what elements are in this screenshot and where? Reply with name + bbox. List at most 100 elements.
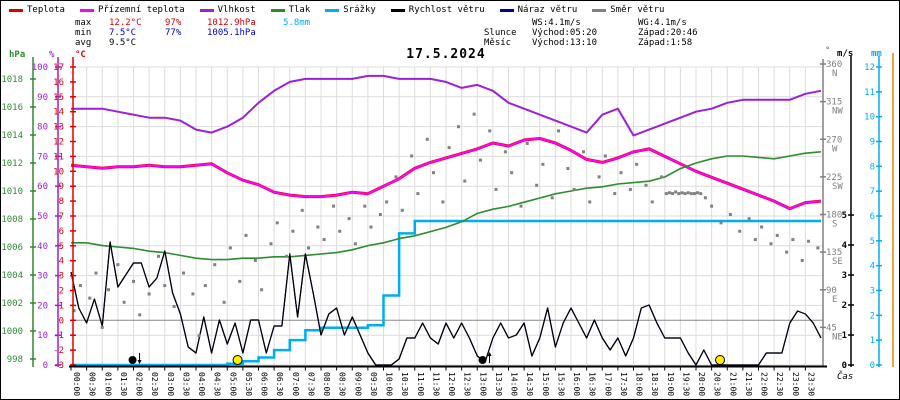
ms-tick-label: 1 <box>842 331 847 341</box>
smer-vetru-dot <box>494 187 498 191</box>
axis-tick-label: 1 <box>59 301 64 311</box>
x-tick-label: 21:30 <box>744 372 753 396</box>
astro-row: WS:4.1m/s WG:4.1m/s <box>484 18 738 28</box>
axis-tick-label: 17 <box>53 63 64 73</box>
smer-vetru-dot <box>394 175 398 179</box>
smer-vetru-dot <box>138 313 142 317</box>
x-tick-label: 17:00 <box>603 372 612 396</box>
smer-vetru-dot <box>253 258 257 262</box>
mm-tick-label: 2 <box>870 311 875 321</box>
wdir-tick-label: 315 <box>826 98 842 108</box>
wdir-compass-label: W <box>832 144 838 154</box>
x-tick-label: 06:00 <box>260 372 269 396</box>
mm-tick-label: 1 <box>870 336 875 346</box>
smer-vetru-dot <box>197 334 201 338</box>
smer-vetru-dot <box>78 284 82 288</box>
astro-row: Slunce Východ:05:20 Západ:20:46 <box>484 28 738 38</box>
stats-value: avg <box>75 38 92 48</box>
smer-vetru-dot <box>369 225 373 229</box>
stats-value: 1005.1hPa <box>207 28 256 38</box>
smer-vetru-dot <box>132 279 135 283</box>
x-tick-label: 20:30 <box>713 372 722 396</box>
smer-vetru-dot <box>300 208 304 212</box>
x-tick-label: 21:00 <box>728 372 737 396</box>
smer-vetru-dot <box>710 204 714 208</box>
marker-arrowhead <box>137 360 142 364</box>
ms-tick-label: 2 <box>842 301 847 311</box>
smer-vetru-dot <box>635 162 639 166</box>
x-tick-label: 23:30 <box>806 372 815 396</box>
x-tick-label: 00:00 <box>72 372 81 396</box>
smer-vetru-dot <box>157 254 160 258</box>
legend-item: Směr větru <box>592 5 664 15</box>
astro-value: Východ:13:10 <box>532 38 598 48</box>
legend-color-dash <box>9 8 23 12</box>
x-tick-label: 15:30 <box>556 372 565 396</box>
smer-vetru-dot <box>472 112 476 116</box>
smer-vetru-dot <box>94 271 98 275</box>
x-tick-label: 16:00 <box>572 372 581 396</box>
x-tick-label: 12:30 <box>463 372 472 396</box>
axis-tick-label: 1012 <box>1 159 23 169</box>
axis-tick-label: 1016 <box>1 103 23 113</box>
smer-vetru-dot <box>425 137 429 141</box>
legend-item: Náraz větru <box>499 5 577 15</box>
astro-value: WG:4.1m/s <box>638 18 687 28</box>
smer-vetru-dot <box>671 192 675 196</box>
wdir-tick-label: 360 <box>826 60 842 70</box>
axis-tick-label: 14 <box>53 108 64 118</box>
smer-vetru-dot <box>660 175 664 179</box>
x-tick-label: 07:00 <box>291 372 300 396</box>
moonrise-moonset-marker <box>128 356 137 364</box>
axis-tick-label: 9 <box>59 182 64 192</box>
degc-axis-unit: °C <box>75 50 86 60</box>
x-tick-label: 06:30 <box>275 372 284 396</box>
smer-vetru-dot <box>385 200 389 204</box>
smer-vetru-dot <box>603 154 607 158</box>
ms-tick-label: 4 <box>842 241 848 251</box>
p-zemn-teplota-line <box>70 137 822 210</box>
smer-vetru-dot <box>222 300 226 304</box>
stats-row: min 7.5°C 77% 1005.1hPa <box>75 28 331 38</box>
smer-vetru-dot <box>674 190 678 194</box>
x-tick-label: 22:00 <box>760 372 769 396</box>
x-tick-label: 13:00 <box>478 372 487 396</box>
x-tick-label: 09:00 <box>353 372 362 396</box>
mm-tick-label: 5 <box>870 237 875 247</box>
mm-tick-label: 3 <box>870 287 875 297</box>
smer-vetru-dot <box>769 242 773 246</box>
smer-vetru-dot <box>107 288 110 292</box>
x-tick-label: 22:30 <box>775 372 784 396</box>
axis-tick-label: 100 <box>32 63 48 73</box>
axis-tick-label: -1 <box>53 331 64 341</box>
astro-value: Slunce <box>484 28 517 38</box>
smer-vetru-dot <box>541 162 545 166</box>
x-tick-label: 01:00 <box>103 372 112 396</box>
smer-vetru-dot <box>699 192 703 196</box>
smer-vetru-dot <box>463 179 467 183</box>
srazky-line <box>71 219 821 367</box>
axis-tick-label: 1010 <box>1 187 23 197</box>
x-tick-label: 11:00 <box>416 372 425 396</box>
x-tick-label: 18:30 <box>650 372 659 396</box>
smer-vetru-dot <box>191 292 195 296</box>
smer-vetru-dot <box>689 192 693 196</box>
axis-tick-label: 1002 <box>1 299 23 309</box>
wdir-tick-label: 180 <box>826 211 842 221</box>
smer-vetru-dot <box>72 309 76 313</box>
smer-vetru-dot <box>738 229 742 233</box>
x-tick-label: 23:00 <box>791 372 800 396</box>
sunrise-sunset-marker <box>232 355 243 365</box>
x-tick-label: 04:00 <box>197 372 206 396</box>
smer-vetru-dot <box>692 192 696 196</box>
wdir-tick-label: 135 <box>826 248 842 258</box>
legend-color-dash <box>270 8 285 12</box>
axis-tick-label: 6 <box>59 227 64 237</box>
legend-item: Přízemní teplota <box>79 5 185 15</box>
axis-tick-label: -3 <box>53 361 64 371</box>
astro-value: Východ:05:20 <box>532 28 598 38</box>
x-tick-label: 18:00 <box>635 372 644 396</box>
axis-tick-label: 7 <box>59 212 64 222</box>
legend-item-label: Přízemní teplota <box>97 5 185 15</box>
